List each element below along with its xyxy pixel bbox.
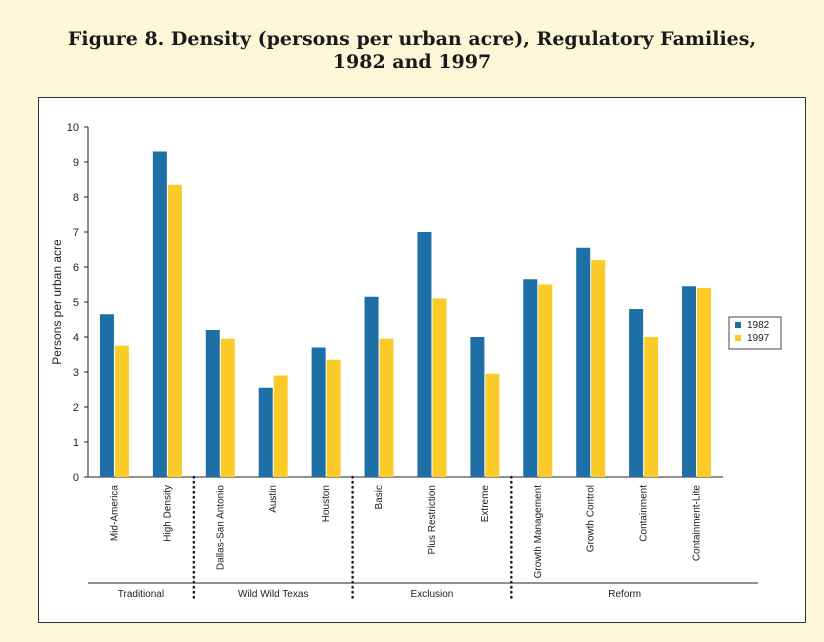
group-labels: Traditional Wild Wild Texas Exclusion Refor…: [88, 475, 758, 600]
figure-title-line1: Figure 8. Density (persons per urban acr…: [67, 28, 757, 50]
bar-1982: [682, 286, 697, 477]
bar-1982: [417, 232, 432, 477]
x-tick-label: Growth Management: [533, 485, 544, 579]
y-tick-label: 0: [73, 472, 79, 484]
y-tick-label: 9: [73, 157, 79, 169]
y-tick-label: 2: [73, 402, 79, 414]
y-tick-label: 7: [73, 227, 79, 239]
chart-panel: 0 1 2 3 4 5 6 7 8 9 10 Mid-America High Density Dall…: [38, 97, 806, 623]
x-tick-label: Dallas-San Antonio: [215, 485, 226, 570]
bar-1997: [326, 359, 341, 477]
y-tick-label: 4: [73, 332, 79, 344]
bar-chart: 0 1 2 3 4 5 6 7 8 9 10 Mid-America High Density Dall…: [50, 122, 782, 600]
group-label: Wild Wild Texas: [238, 589, 308, 600]
group-label: Reform: [608, 589, 641, 600]
legend: 1982 1997: [728, 316, 782, 350]
x-tick-label: Mid-America: [109, 485, 120, 542]
legend-label-1997: 1997: [747, 333, 770, 344]
bar-1997: [591, 260, 606, 477]
legend-label-1982: 1982: [747, 320, 770, 331]
bar-1997: [167, 184, 182, 477]
bar-1982: [99, 314, 114, 477]
legend-box: [728, 316, 782, 350]
bar-1997: [644, 337, 659, 477]
bar-1982: [152, 151, 167, 477]
bar-1997: [379, 338, 394, 477]
bar-1982: [629, 309, 644, 477]
bar-1997: [485, 373, 500, 477]
x-tick-label: Containment: [639, 485, 650, 542]
figure-title-line2: 1982 and 1997: [332, 51, 492, 73]
x-tick-label: Basic: [374, 485, 385, 509]
y-tick-label: 5: [73, 297, 79, 309]
bar-1997: [538, 284, 553, 477]
y-tick-label: 8: [73, 192, 79, 204]
bar-1982: [523, 279, 538, 477]
bar-1997: [697, 288, 712, 477]
legend-swatch-1997: [735, 335, 741, 341]
bar-1982: [311, 347, 326, 477]
group-label: Exclusion: [411, 589, 454, 600]
x-tick-label: High Density: [162, 485, 173, 542]
bar-1997: [114, 345, 129, 477]
y-tick-label: 10: [67, 122, 79, 134]
figure-title: Figure 8. Density (persons per urban acr…: [0, 28, 824, 74]
bar-1982: [470, 337, 485, 477]
y-tick-label: 3: [73, 367, 79, 379]
group-label: Traditional: [118, 589, 164, 600]
y-tick-label: 6: [73, 262, 79, 274]
bar-1982: [205, 330, 220, 477]
x-tick-label: Containment-Lite: [692, 485, 703, 562]
bar-1997: [273, 375, 288, 477]
bar-1997: [432, 298, 447, 477]
x-tick-label: Houston: [321, 485, 332, 522]
y-axis-label: Persons per urban acre: [50, 239, 64, 365]
bar-1982: [258, 387, 273, 477]
bars: [99, 151, 712, 477]
x-axis-labels: Mid-America High Density Dallas-San Antoni…: [109, 485, 702, 579]
y-tick-label: 1: [73, 437, 79, 449]
bar-1982: [364, 296, 379, 477]
legend-swatch-1982: [735, 322, 741, 328]
x-tick-label: Plus Restriction: [427, 485, 438, 554]
x-tick-label: Austin: [268, 485, 279, 513]
x-tick-label: Growth Control: [586, 485, 597, 552]
bar-1982: [576, 247, 591, 477]
x-tick-label: Extreme: [480, 485, 491, 523]
bar-1997: [220, 338, 235, 477]
